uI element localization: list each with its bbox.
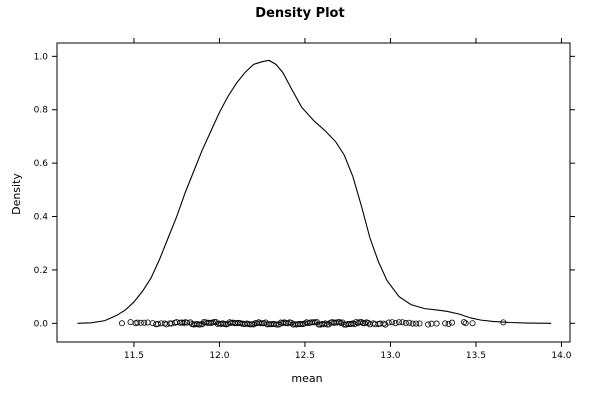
x-tick-label: 11.5	[124, 351, 144, 361]
chart-title: Density Plot	[255, 6, 344, 21]
data-point	[310, 319, 317, 326]
x-axis-label: mean	[291, 372, 322, 385]
data-point	[127, 319, 134, 326]
y-tick-label: 0.8	[34, 106, 49, 116]
data-point	[445, 320, 452, 327]
x-axis-ticks: 11.5 12.0 12.5 13.0 13.5 14.0	[124, 38, 572, 361]
data-point	[276, 321, 283, 328]
data-point	[141, 319, 148, 326]
data-point	[413, 320, 420, 327]
data-point	[149, 320, 156, 327]
data-point	[409, 320, 416, 327]
data-point	[134, 319, 141, 326]
y-tick-label: 0.0	[34, 319, 49, 329]
data-point	[428, 320, 435, 327]
data-point	[250, 321, 257, 328]
data-point	[298, 321, 305, 328]
data-point	[324, 321, 331, 328]
data-point	[385, 319, 392, 326]
data-point	[144, 319, 151, 326]
data-point	[163, 321, 170, 328]
data-point	[500, 319, 507, 326]
y-tick-label: 0.6	[34, 159, 49, 169]
data-point	[389, 319, 396, 326]
data-point	[392, 320, 399, 327]
data-point	[213, 319, 220, 326]
y-axis-ticks: 0.0 0.2 0.4 0.6 0.8 1.0	[34, 52, 575, 329]
x-tick-label: 14.0	[551, 351, 571, 361]
data-point	[382, 321, 389, 328]
y-tick-label: 1.0	[34, 52, 49, 62]
data-point	[211, 318, 218, 325]
y-tick-label: 0.4	[34, 213, 49, 223]
data-point	[187, 319, 194, 326]
data-point	[402, 320, 409, 327]
x-tick-label: 13.5	[466, 351, 486, 361]
data-point	[262, 319, 269, 326]
data-point	[154, 320, 161, 327]
data-point	[460, 319, 467, 326]
y-tick-label: 0.2	[34, 266, 48, 276]
data-point	[433, 320, 440, 327]
data-point	[406, 319, 413, 326]
data-point	[288, 319, 295, 326]
x-tick-label: 13.0	[380, 351, 400, 361]
density-curve	[77, 59, 552, 324]
data-point	[118, 320, 125, 327]
x-tick-label: 12.5	[295, 351, 315, 361]
y-axis-label: Density	[10, 173, 23, 215]
data-point	[416, 320, 423, 327]
data-point	[462, 320, 469, 327]
x-tick-label: 12.0	[209, 351, 229, 361]
data-point	[395, 319, 402, 326]
plot-frame	[56, 42, 571, 343]
plot-layer	[77, 59, 552, 328]
data-point	[442, 320, 449, 327]
data-point	[399, 319, 406, 326]
data-point	[469, 320, 476, 327]
data-point	[449, 319, 456, 326]
data-point	[425, 321, 432, 328]
data-point	[137, 319, 144, 326]
